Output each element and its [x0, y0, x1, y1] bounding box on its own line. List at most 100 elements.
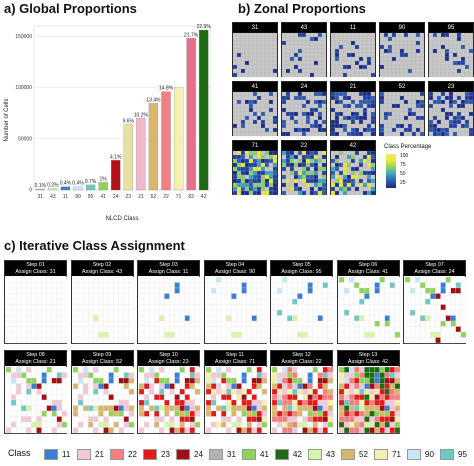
- zonal-map-tile: 24: [281, 81, 327, 137]
- x-tick-label: 22: [163, 194, 169, 200]
- class-swatch: [374, 448, 388, 460]
- class-legend-item: 71: [374, 448, 401, 460]
- class-legend-label: 52: [359, 449, 368, 459]
- x-tick-label: 24: [113, 194, 119, 200]
- x-tick-label: 31: [38, 194, 44, 200]
- class-legend-item: 23: [143, 448, 170, 460]
- step-map-grid: [338, 276, 400, 344]
- class-swatch: [44, 448, 58, 460]
- colorbar-title: Class Percentage: [384, 144, 432, 150]
- step-number: Step 10: [159, 352, 178, 358]
- step-number: Step 01: [26, 262, 45, 268]
- step-header: Step 06 Assign Class: 41: [337, 261, 399, 276]
- bar: [60, 186, 71, 191]
- step-tile: Step 13 Assign Class: 42: [336, 350, 400, 434]
- step-assign-class: Assign Class: 71: [214, 359, 256, 365]
- class-legend-label: 41: [260, 449, 269, 459]
- class-legend-title: Class: [8, 448, 31, 458]
- colorbar-tick: 25: [400, 180, 406, 186]
- step-assign-class: Assign Class: 52: [81, 359, 123, 365]
- zonal-map-tile: 71: [232, 140, 278, 196]
- class-legend-item: 31: [209, 448, 236, 460]
- step-number: Step 05: [292, 262, 311, 268]
- panel-c-title: c) Iterative Class Assignment: [4, 238, 185, 253]
- zonal-map-grid: [379, 32, 425, 78]
- bar: [98, 182, 108, 191]
- panel-b-title: b) Zonal Proportions: [238, 1, 366, 16]
- step-map-grid: [404, 276, 467, 344]
- zonal-map-label: 22: [282, 141, 326, 151]
- step-header: Step 08 Assign Class: 21: [5, 351, 66, 366]
- zonal-map-tile: 23: [428, 81, 474, 137]
- bar-value-label: 21.7%: [184, 32, 199, 38]
- step-assign-class: Assign Class: 41: [347, 269, 389, 275]
- x-tick-label: 52: [151, 194, 157, 200]
- step-assign-class: Assign Class: 21: [15, 359, 56, 365]
- step-tile: Step 03 Assign Class: 11: [137, 260, 201, 344]
- bar-value-label: 0.1%: [35, 183, 47, 189]
- step-tile: Step 04 Assign Class: 90: [203, 260, 267, 344]
- x-tick-label: 71: [176, 194, 182, 200]
- class-legend-label: 31: [227, 449, 236, 459]
- y-tick-label: 100000: [15, 85, 32, 91]
- step-number: Step 08: [26, 352, 45, 358]
- y-axis-title: Number of Cells: [4, 98, 10, 141]
- panel-a-title: a) Global Proportions: [4, 1, 137, 16]
- step-number: Step 11: [225, 352, 245, 358]
- zonal-map-tile: 22: [281, 140, 327, 196]
- step-assign-class: Assign Class: 90: [214, 269, 256, 275]
- zonal-map-tile: 90: [379, 22, 425, 78]
- y-tick-label: 50000: [18, 136, 32, 142]
- x-tick-label: 41: [100, 194, 106, 200]
- step-map-grid: [271, 366, 334, 434]
- class-legend-label: 42: [293, 449, 302, 459]
- bar: [123, 124, 133, 191]
- class-swatch: [110, 448, 124, 460]
- bar-value-label: 0.2%: [47, 182, 59, 188]
- step-assign-class: Assign Class: 43: [81, 269, 123, 275]
- bar-value-label: 22.9%: [197, 24, 212, 30]
- zonal-map-label: 95: [429, 23, 473, 33]
- bar-value-label: 4.1%: [110, 154, 122, 160]
- step-tile: Step 02 Assign Class: 43: [70, 260, 134, 344]
- class-legend-item: 41: [242, 448, 269, 460]
- zonal-map-tile: 52: [379, 81, 425, 137]
- chart-grid: [33, 25, 211, 191]
- step-map-grid: [138, 366, 201, 434]
- y-tick-label: 0: [29, 188, 32, 194]
- zonal-map-grid: [330, 32, 376, 78]
- zonal-map-label: 42: [331, 141, 375, 151]
- zonal-map-tile: 11: [330, 22, 376, 78]
- class-swatch: [341, 448, 355, 460]
- zonal-map-tile: 31: [232, 22, 278, 78]
- zonal-map-grid: [379, 91, 425, 137]
- step-number: Step 07: [425, 262, 444, 268]
- class-legend-label: 43: [326, 449, 335, 459]
- bar: [136, 118, 146, 191]
- class-legend-label: 21: [95, 449, 104, 459]
- x-tick-label: 21: [138, 194, 144, 200]
- step-map-grid: [205, 276, 267, 344]
- zonal-map-label: 52: [380, 82, 424, 92]
- step-header: Step 05 Assign Class: 95: [271, 261, 332, 276]
- step-assign-class: Assign Class: 95: [281, 269, 322, 275]
- step-assign-class: Assign Class: 24: [414, 269, 455, 275]
- class-swatch: [275, 448, 289, 460]
- step-number: Step 02: [92, 262, 112, 268]
- step-map-grid: [138, 276, 201, 344]
- bar: [48, 188, 58, 191]
- step-number: Step 09: [92, 352, 112, 358]
- bar-value-label: 14.8%: [159, 86, 174, 92]
- step-number: Step 03: [159, 262, 178, 268]
- step-tile: Step 06 Assign Class: 41: [336, 260, 400, 344]
- class-legend-item: 11: [44, 448, 70, 460]
- step-header: Step 04 Assign Class: 90: [204, 261, 266, 276]
- x-tick-label: 23: [126, 194, 132, 200]
- zonal-map-grid: [281, 91, 327, 137]
- zonal-map-grid: [330, 150, 376, 196]
- class-swatch: [308, 448, 322, 460]
- step-map-grid: [5, 366, 68, 434]
- step-assign-class: Assign Class: 31: [15, 269, 56, 275]
- step-tile: Step 07 Assign Class: 24: [403, 260, 467, 344]
- step-header: Step 07 Assign Class: 24: [404, 261, 465, 276]
